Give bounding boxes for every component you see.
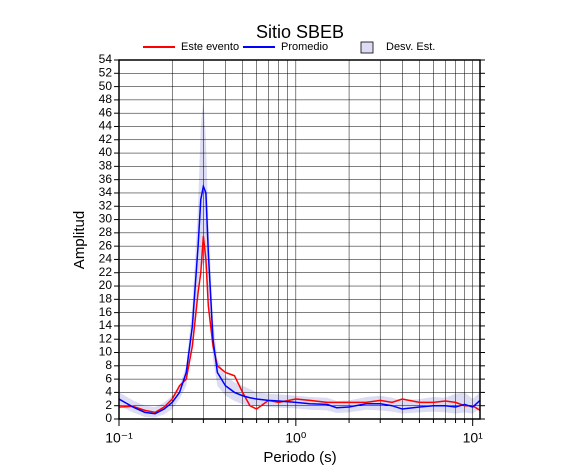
y-tick-label: 12 [99,331,113,345]
y-tick-label: 48 [99,92,113,106]
plot-frame [118,59,481,420]
y-tick-label: 30 [99,212,113,226]
x-tick-label: 10⁰ [285,430,307,446]
y-tick-label: 54 [99,52,113,66]
y-tick-label: 10 [99,345,113,359]
x-tick-label: 10¹ [463,430,484,446]
y-tick-label: 46 [99,105,113,119]
y-tick-label: 22 [99,265,113,279]
y-axis-label: Amplitud [71,211,88,269]
series-line [118,183,481,415]
y-tick-label: 36 [99,172,113,186]
y-tick-label: 18 [99,292,113,306]
y-tick-label: 4 [105,385,112,399]
y-tick-label: 44 [99,119,113,133]
y-tick-label: 14 [99,318,113,332]
legend-label: Este evento [181,41,239,53]
legend-label: Promedio [281,41,328,53]
y-tick-label: 38 [99,159,113,173]
y-tick-label: 24 [99,252,113,266]
legend-label: Desv. Est. [386,41,435,53]
chart-title: Sitio SBEB [256,22,344,42]
y-tick-label: 32 [99,198,113,212]
y-tick-label: 20 [99,278,113,292]
y-tick-label: 26 [99,238,113,252]
series-line [118,236,481,414]
y-tick-label: 40 [99,145,113,159]
legend-swatch [360,41,374,54]
std-band [119,99,480,418]
y-tick-label: 2 [105,398,112,412]
y-tick-label: 34 [99,185,113,199]
y-tick-label: 8 [105,358,112,372]
y-tick-label: 0 [105,411,112,425]
y-tick-label: 16 [99,305,113,319]
y-tick-label: 52 [99,65,113,79]
y-tick-label: 6 [105,371,112,385]
y-tick-label: 28 [99,225,113,239]
y-tick-label: 50 [99,79,113,93]
x-axis-label: Periodo (s) [263,449,336,466]
x-tick-label: 10⁻¹ [105,430,133,446]
y-tick-label: 42 [99,132,113,146]
